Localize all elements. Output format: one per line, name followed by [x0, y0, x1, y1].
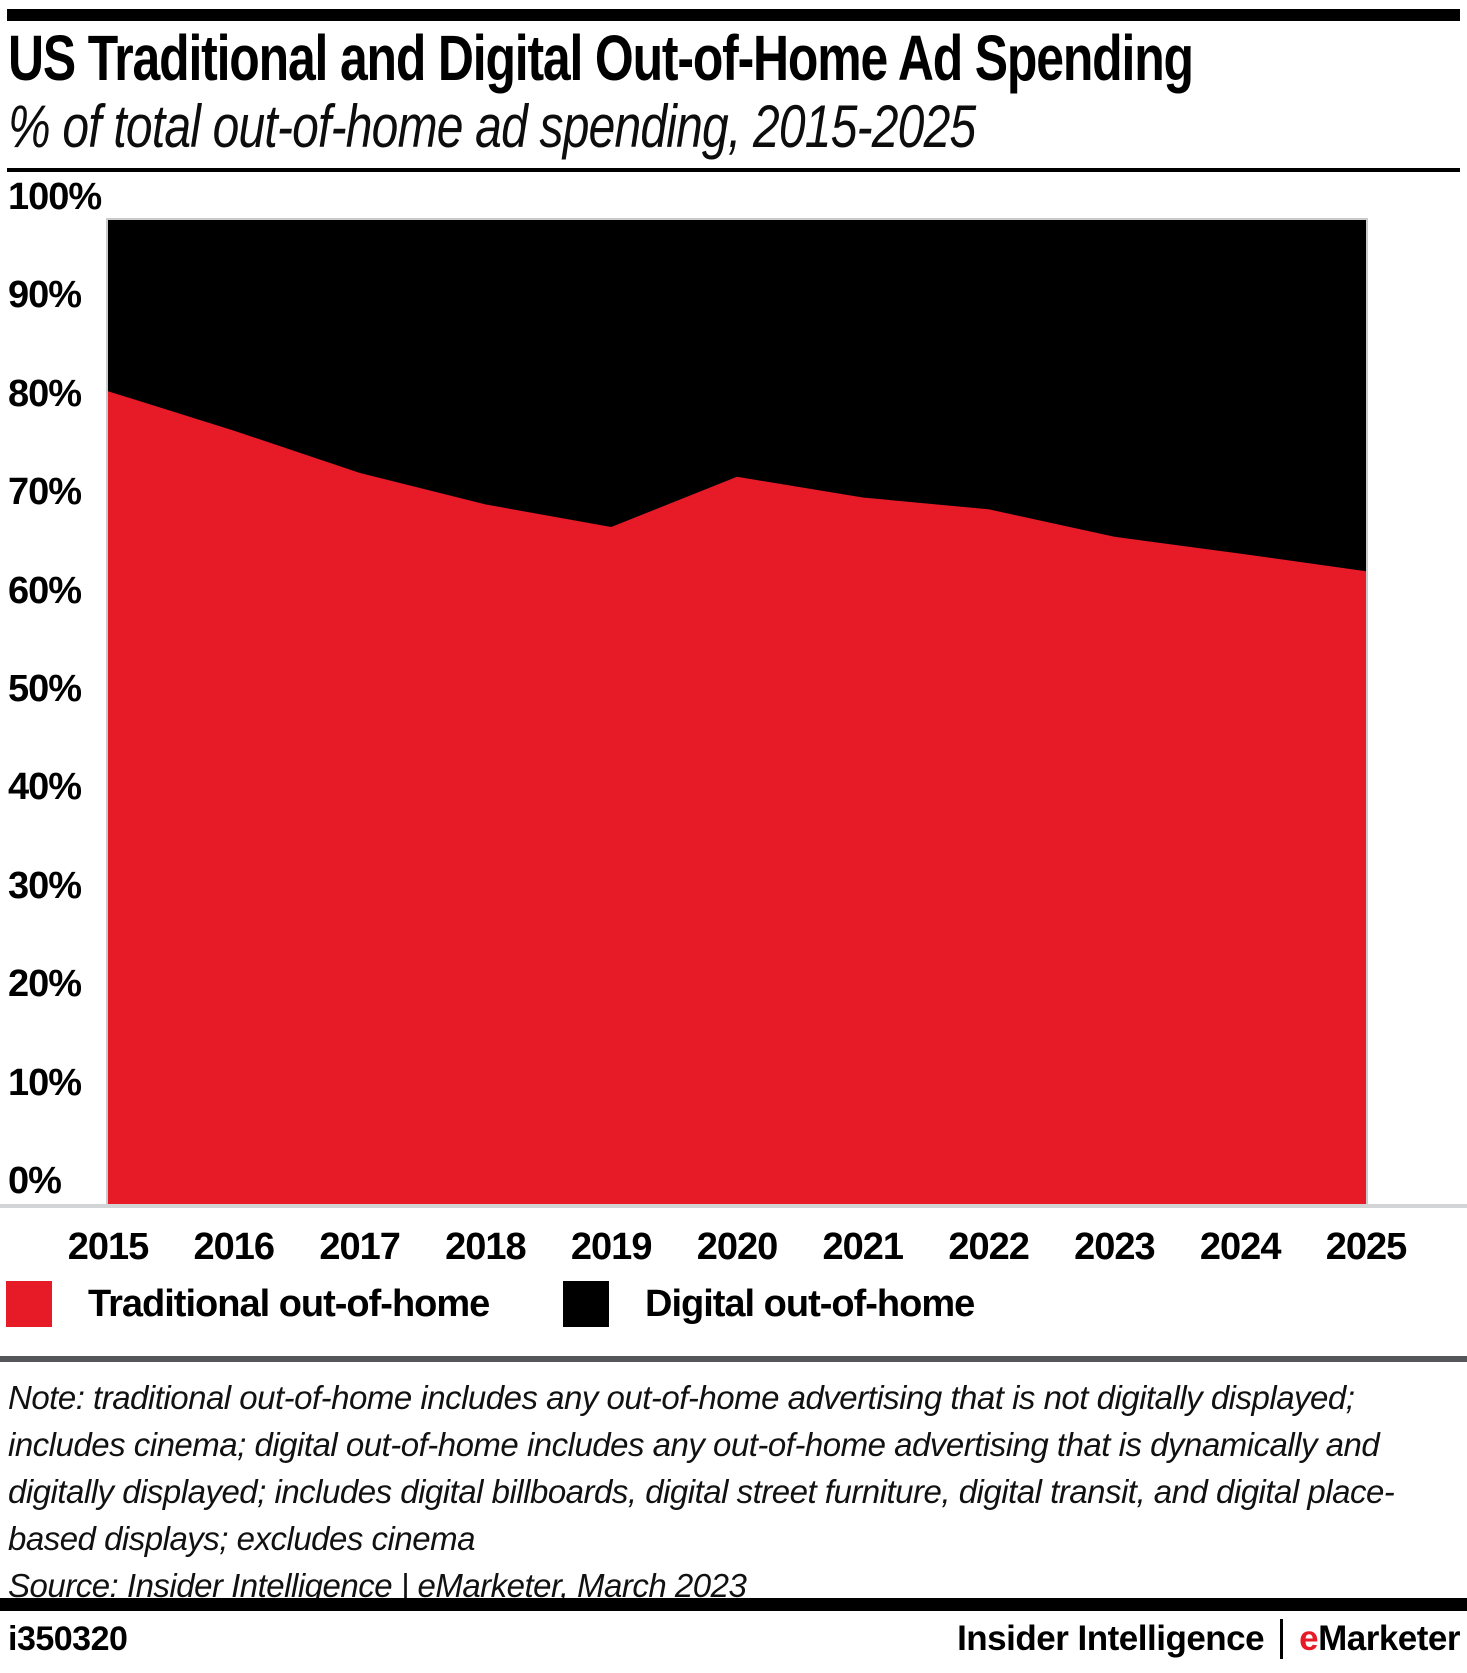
x-axis-label-2025: 2025	[1325, 1226, 1408, 1268]
traditional-out-of-home-area	[108, 391, 1366, 1204]
y-axis-label-20: 20%	[8, 963, 82, 1006]
chart-id: i350320	[8, 1620, 128, 1658]
y-axis-label-40: 40%	[8, 766, 82, 809]
x-axis-line	[0, 1204, 1467, 1208]
brand-pipe-divider	[1280, 1619, 1284, 1659]
x-axis-label-2018: 2018	[445, 1226, 527, 1268]
footer-black-bar	[0, 1598, 1467, 1611]
y-axis-label-100: 100%	[8, 176, 102, 218]
x-axis-label-2015: 2015	[67, 1226, 150, 1268]
note-block: Note: traditional out-of-home includes a…	[8, 1374, 1408, 1609]
y-axis-label-30: 30%	[8, 864, 82, 907]
brand-insider-intelligence: Insider Intelligence	[957, 1619, 1265, 1658]
stacked-area-svg	[108, 220, 1366, 1204]
x-axis-label-2022: 2022	[948, 1226, 1030, 1268]
legend-item-digital: Digital out-of-home	[563, 1281, 975, 1327]
source-text: Source: Insider Intelligence | eMarketer…	[8, 1567, 747, 1604]
chart-plot-area	[106, 218, 1368, 1204]
header-divider	[7, 168, 1460, 172]
x-axis-label-2016: 2016	[193, 1226, 276, 1268]
brand-emarketer-rest: Marketer	[1318, 1619, 1460, 1658]
brand-lockup: Insider Intelligence eMarketer	[957, 1618, 1460, 1660]
legend-label-digital: Digital out-of-home	[645, 1283, 975, 1325]
x-axis-label-2020: 2020	[696, 1226, 779, 1268]
x-axis-label-2023: 2023	[1074, 1226, 1156, 1268]
y-axis-label-90: 90%	[8, 274, 82, 317]
y-axis-label-50: 50%	[8, 668, 82, 710]
y-axis-label-80: 80%	[8, 372, 82, 415]
y-axis-label-60: 60%	[8, 569, 82, 612]
brand-emarketer: eMarketer	[1299, 1618, 1460, 1660]
y-axis-label-0: 0%	[8, 1160, 62, 1202]
x-axis-label-2017: 2017	[319, 1226, 401, 1268]
x-axis-label-2024: 2024	[1199, 1226, 1282, 1268]
note-text: Note: traditional out-of-home includes a…	[8, 1379, 1395, 1557]
brand-emarketer-e: e	[1299, 1619, 1319, 1658]
page-title: US Traditional and Digital Out-of-Home A…	[8, 22, 1194, 94]
legend-swatch-traditional	[6, 1281, 52, 1327]
legend-label-traditional: Traditional out-of-home	[88, 1283, 490, 1325]
x-axis-label-2021: 2021	[822, 1226, 905, 1268]
legend-item-traditional: Traditional out-of-home	[6, 1281, 490, 1327]
legend-swatch-digital	[563, 1281, 609, 1327]
x-axis-label-2019: 2019	[570, 1226, 653, 1268]
y-axis-label-10: 10%	[8, 1061, 82, 1104]
y-axis-label-70: 70%	[8, 471, 82, 514]
note-divider	[0, 1356, 1467, 1362]
top-black-bar	[7, 9, 1460, 21]
page-subtitle: % of total out-of-home ad spending, 2015…	[8, 93, 976, 160]
